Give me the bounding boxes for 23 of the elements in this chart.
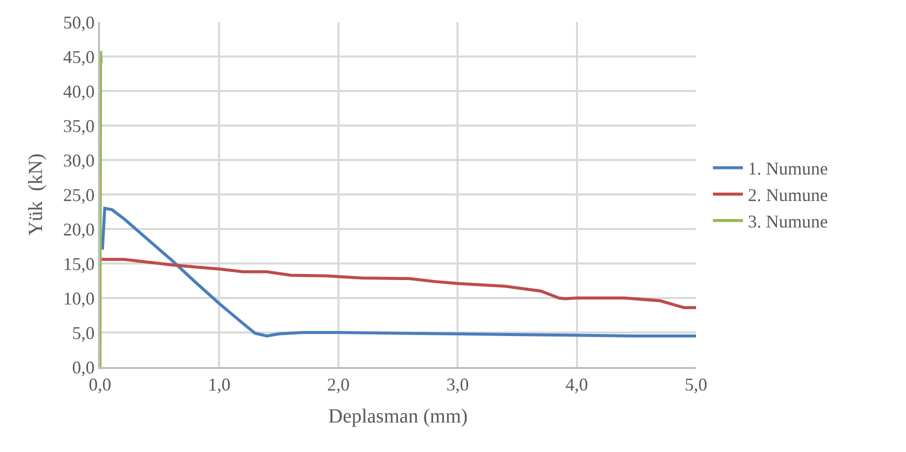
line-series bbox=[100, 206, 696, 338]
x-tick-label: 3,0 bbox=[446, 374, 469, 394]
x-tick-label: 4,0 bbox=[566, 374, 588, 394]
y-tick-label: 5,0 bbox=[72, 322, 95, 343]
legend-label: 2. Numune bbox=[748, 185, 828, 206]
y-tick-label: 50,0 bbox=[63, 12, 95, 32]
y-tick-label: 30,0 bbox=[63, 150, 95, 170]
y-tick-label: 40,0 bbox=[63, 81, 95, 102]
y-tick-label: 10,0 bbox=[63, 288, 95, 308]
legend-label: 1. Numune bbox=[748, 158, 828, 179]
y-tick-label: 15,0 bbox=[63, 254, 95, 274]
legend-label: 3. Numune bbox=[748, 212, 828, 232]
line-series bbox=[100, 49, 103, 367]
x-tick-label: 1,0 bbox=[208, 374, 230, 394]
y-tick-label: 35,0 bbox=[63, 116, 95, 136]
x-tick-label: 2,0 bbox=[327, 374, 350, 394]
y-tick-label: 45,0 bbox=[63, 46, 95, 67]
line-series bbox=[100, 258, 696, 310]
y-axis-title: Yük (kN) bbox=[25, 153, 48, 236]
x-axis-title: Deplasman (mm) bbox=[328, 405, 468, 428]
y-tick-label: 25,0 bbox=[63, 184, 95, 205]
x-tick-label: 5,0 bbox=[684, 374, 708, 394]
y-tick-label: 20,0 bbox=[63, 219, 95, 240]
